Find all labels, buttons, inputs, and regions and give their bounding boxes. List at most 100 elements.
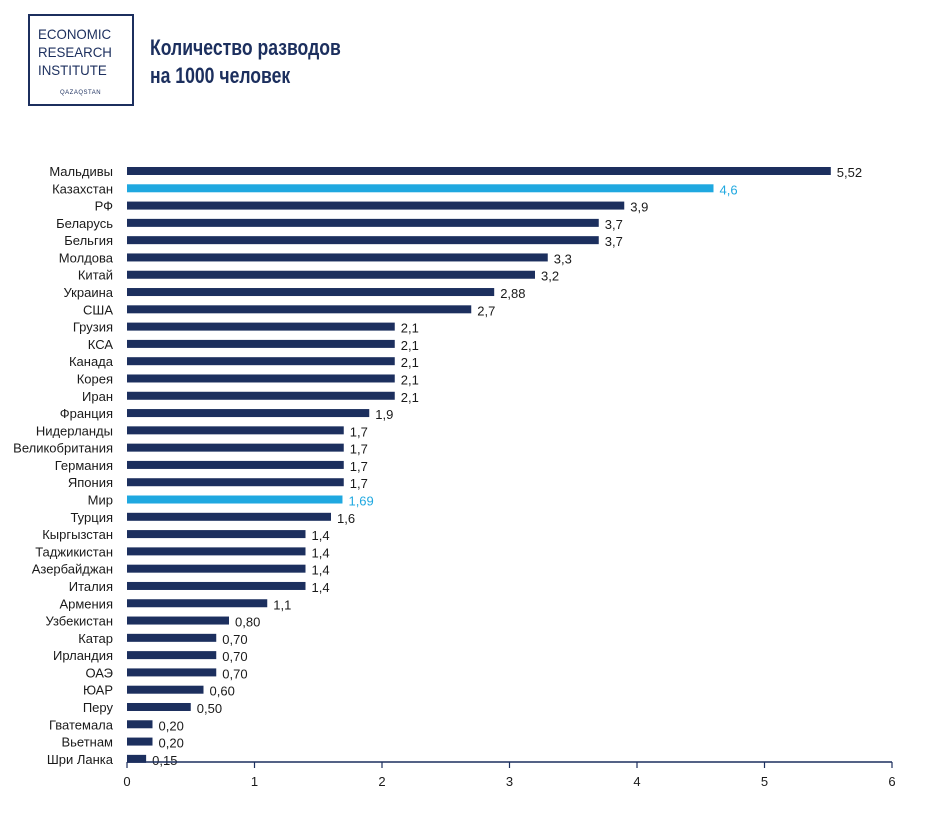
- value-label: 3,7: [605, 234, 623, 249]
- category-label: Канада: [69, 354, 114, 369]
- value-label: 2,7: [477, 303, 495, 318]
- value-label: 0,20: [159, 718, 184, 733]
- x-tick-label: 1: [251, 774, 258, 789]
- bar: [127, 391, 395, 400]
- bar: [127, 512, 331, 521]
- category-label: Азербайджан: [32, 562, 113, 577]
- value-label: 3,2: [541, 269, 559, 284]
- value-label: 2,1: [401, 390, 419, 405]
- category-label: Беларусь: [56, 216, 113, 231]
- category-label: ОАЭ: [85, 665, 113, 680]
- category-label: Великобритания: [13, 441, 113, 456]
- category-label: Армения: [59, 596, 113, 611]
- chart-title-line-1: Количество разводов: [150, 35, 341, 60]
- value-label: 1,4: [312, 580, 330, 595]
- value-label: 2,1: [401, 321, 419, 336]
- bar: [127, 426, 344, 435]
- bar: [127, 253, 548, 262]
- bar: [127, 530, 306, 539]
- x-tick-label: 4: [633, 774, 640, 789]
- bar: [127, 236, 599, 245]
- value-label: 1,4: [312, 563, 330, 578]
- value-label: 1,7: [350, 459, 368, 474]
- category-label: США: [83, 302, 113, 317]
- x-tick-label: 2: [378, 774, 385, 789]
- value-label: 1,69: [348, 494, 373, 509]
- value-label: 1,7: [350, 424, 368, 439]
- value-label: 5,52: [837, 165, 862, 180]
- bar: [127, 616, 229, 625]
- value-label: 0,15: [152, 753, 177, 768]
- bar: [127, 167, 831, 175]
- bar: [127, 339, 395, 348]
- category-label: Кыргызстан: [42, 527, 113, 542]
- category-label: Турция: [70, 510, 113, 525]
- category-label: Корея: [77, 371, 113, 386]
- bar: [127, 374, 395, 383]
- bar: [127, 357, 395, 366]
- bar: [127, 720, 153, 729]
- category-label: Таджикистан: [35, 544, 113, 559]
- value-label: 1,6: [337, 511, 355, 526]
- value-label: 0,70: [222, 649, 247, 664]
- category-label: Узбекистан: [45, 614, 113, 629]
- x-tick-label: 3: [506, 774, 513, 789]
- category-label: Мир: [88, 493, 113, 508]
- chart-title-line-2: на 1000 человек: [150, 63, 291, 88]
- category-label: Украина: [64, 285, 114, 300]
- bar: [127, 651, 217, 660]
- value-label: 1,7: [350, 476, 368, 491]
- value-label: 1,1: [273, 597, 291, 612]
- category-label: КСА: [88, 337, 114, 352]
- bar: [127, 184, 714, 193]
- category-label: Молдова: [59, 250, 114, 265]
- bar: [127, 633, 217, 642]
- chart-title: Количество разводов на 1000 человек: [150, 34, 341, 90]
- category-label: Нидерланды: [36, 423, 113, 438]
- logo-line-2: RESEARCH: [38, 44, 112, 60]
- bar: [127, 547, 306, 556]
- bar: [127, 685, 204, 694]
- category-label: Германия: [55, 458, 113, 473]
- bar: [127, 599, 268, 608]
- category-label: Япония: [68, 475, 113, 490]
- x-tick-label: 6: [888, 774, 895, 789]
- value-label: 2,1: [401, 372, 419, 387]
- bar: [127, 702, 191, 711]
- bar: [127, 288, 495, 297]
- value-label: 0,20: [159, 736, 184, 751]
- category-label: Ирландия: [53, 648, 113, 663]
- bar: [127, 409, 370, 418]
- value-label: 3,3: [554, 251, 572, 266]
- category-label: РФ: [95, 199, 114, 214]
- x-tick-label: 0: [123, 774, 130, 789]
- bar: [127, 322, 395, 331]
- category-label: Бельгия: [64, 233, 113, 248]
- bar: [127, 201, 625, 210]
- bar: [127, 478, 344, 487]
- value-label: 3,9: [630, 200, 648, 215]
- value-label: 1,9: [375, 407, 393, 422]
- bar: [127, 495, 343, 504]
- value-label: 4,6: [720, 182, 738, 197]
- logo: ECONOMIC RESEARCH INSTITUTE QAZAQSTAN: [28, 14, 134, 106]
- logo-line-3: INSTITUTE: [38, 62, 107, 78]
- category-label: Мальдивы: [49, 164, 113, 179]
- category-label: Иран: [82, 389, 113, 404]
- category-label: Шри Ланка: [47, 752, 114, 767]
- bar: [127, 270, 535, 279]
- category-label: ЮАР: [83, 683, 113, 698]
- value-label: 0,50: [197, 701, 222, 716]
- category-label: Грузия: [73, 320, 113, 335]
- bar: [127, 581, 306, 590]
- value-label: 0,70: [222, 666, 247, 681]
- category-label: Франция: [60, 406, 113, 421]
- category-label: Казахстан: [52, 181, 113, 196]
- bar: [127, 218, 599, 227]
- category-label: Катар: [78, 631, 113, 646]
- bar: [127, 754, 147, 763]
- bar: [127, 737, 153, 746]
- value-label: 3,7: [605, 217, 623, 232]
- value-label: 0,80: [235, 615, 260, 630]
- logo-subtitle: QAZAQSTAN: [60, 90, 102, 96]
